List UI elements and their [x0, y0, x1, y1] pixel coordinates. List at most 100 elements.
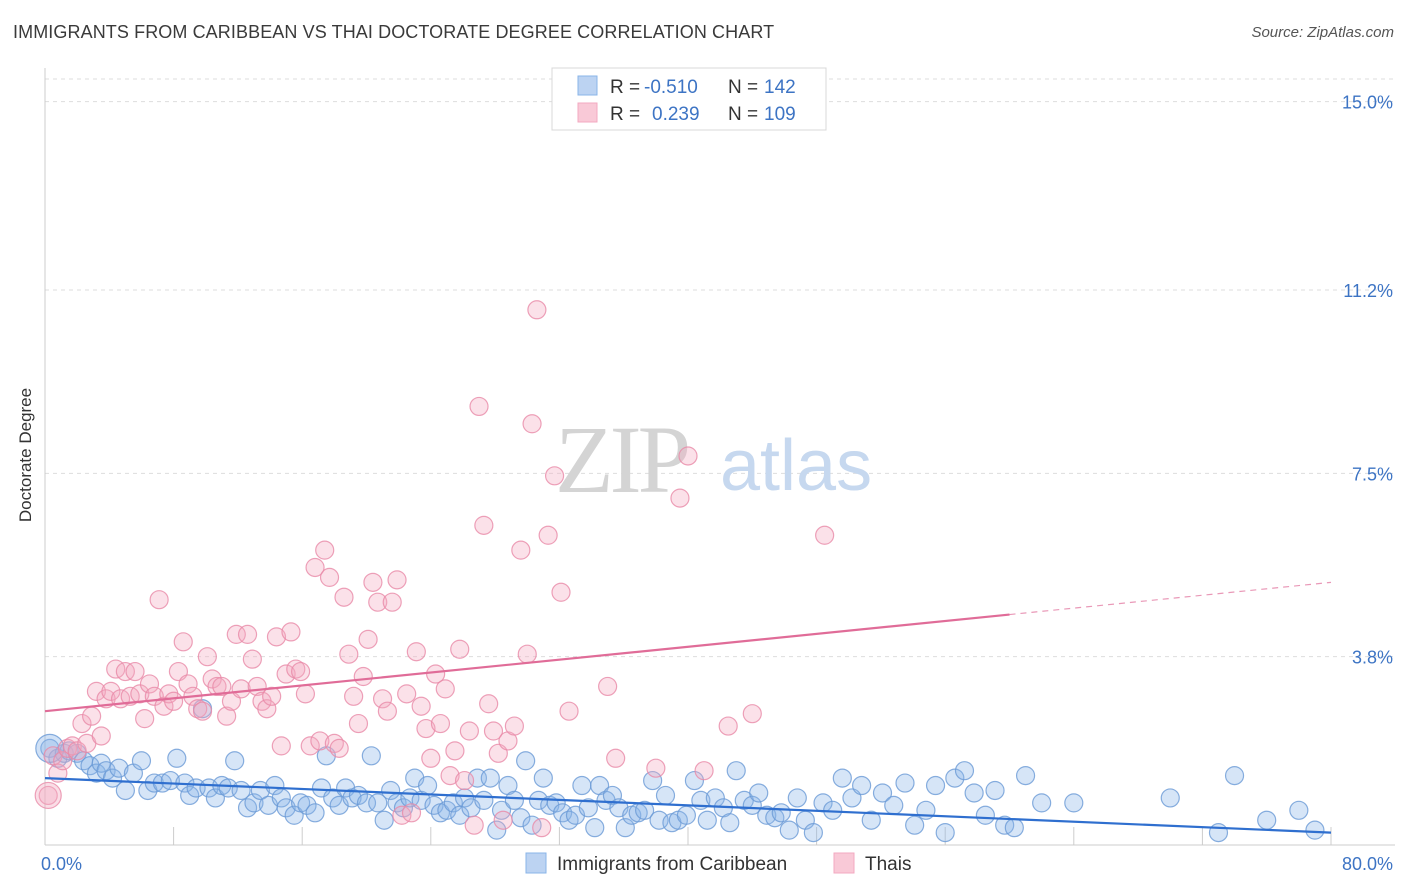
- point-blue-34: [265, 775, 285, 796]
- point-pink-53: [295, 684, 316, 704]
- point-pink-112: [718, 716, 738, 736]
- point-blue-30: [237, 798, 258, 818]
- point-pink-52: [290, 661, 311, 682]
- point-pink-70: [377, 701, 397, 721]
- point-blue-129: [935, 823, 955, 843]
- point-pink-66: [358, 629, 378, 649]
- point-blue-143: [1257, 810, 1277, 830]
- point-pink-37: [217, 706, 237, 726]
- point-blue-116: [803, 823, 823, 843]
- point-pink-13: [101, 681, 121, 701]
- bottom-legend-thais: Thais: [865, 854, 911, 875]
- point-pink-65: [353, 666, 373, 687]
- point-pink-46: [262, 686, 282, 706]
- point-blue-126: [905, 815, 925, 835]
- point-pink-110: [678, 446, 698, 466]
- point-pink-109: [670, 488, 690, 508]
- point-blue-132: [964, 783, 984, 803]
- point-pink-76: [406, 642, 426, 662]
- point-blue-144: [1289, 800, 1309, 820]
- point-pink-48: [271, 736, 291, 756]
- point-pink-6: [67, 741, 87, 761]
- point-pink-100: [527, 300, 547, 320]
- point-blue-81: [559, 810, 579, 830]
- point-blue-70: [491, 800, 512, 820]
- axes: [44, 68, 1395, 846]
- point-pink-75: [401, 803, 422, 823]
- point-blue-105: [720, 813, 740, 833]
- point-pink-40: [231, 679, 251, 699]
- point-pink-20: [135, 709, 155, 729]
- point-blue-119: [832, 768, 852, 788]
- point-pink-67: [363, 572, 383, 592]
- point-blue-106: [726, 761, 746, 781]
- point-pink-82: [435, 679, 455, 699]
- point-blue-124: [884, 795, 904, 815]
- point-pink-54: [300, 736, 320, 756]
- point-blue-79: [546, 793, 566, 813]
- point-pink-28: [173, 632, 193, 652]
- legend-r-label-1: R =: [610, 77, 640, 98]
- point-blue-50: [368, 793, 388, 813]
- point-pink-88: [464, 815, 484, 835]
- point-pink-45: [257, 699, 277, 719]
- point-pink-49: [276, 664, 296, 684]
- point-blue-88: [602, 785, 623, 806]
- y-tick-label-3: 3.8%: [1352, 648, 1393, 668]
- point-blue-51: [374, 810, 394, 830]
- point-blue-93: [634, 800, 655, 820]
- point-blue-90: [615, 818, 635, 838]
- point-pink-83: [440, 766, 460, 786]
- point-pink-61: [334, 587, 354, 607]
- point-pink-50: [281, 622, 301, 642]
- x-tick-label-1: 80.0%: [1342, 854, 1393, 874]
- point-blue-121: [852, 775, 872, 796]
- point-pink-111: [694, 761, 714, 781]
- point-blue-83: [572, 775, 592, 796]
- point-pink-89: [469, 396, 489, 417]
- point-pink-79: [421, 748, 441, 768]
- legend-n-value-1: 142: [764, 77, 796, 98]
- point-pink-33: [197, 647, 217, 667]
- point-pink-101: [532, 818, 552, 838]
- legend-n-label-2: N =: [728, 104, 758, 125]
- point-pink-55: [305, 557, 325, 578]
- trend-pink: [44, 613, 1010, 713]
- point-blue-112: [771, 803, 791, 823]
- legend-r-value-2: 0.239: [652, 104, 700, 125]
- point-pink-71: [382, 592, 402, 612]
- point-pink-91: [479, 694, 499, 714]
- point-blue-110: [757, 805, 777, 825]
- point-blue-141: [1208, 823, 1229, 843]
- point-pink-105: [559, 701, 579, 721]
- point-blue-100: [684, 770, 705, 791]
- bottom-legend-swatch-blue: [525, 852, 547, 874]
- point-blue-61: [437, 800, 457, 820]
- point-pink-large: [34, 781, 62, 810]
- point-pink-69: [372, 689, 393, 709]
- point-blue-136: [1004, 818, 1024, 838]
- point-blue-125: [895, 773, 915, 793]
- point-pink-97: [511, 540, 531, 560]
- point-pink-3: [53, 751, 73, 771]
- point-blue-109: [749, 783, 769, 803]
- point-pink-21: [139, 674, 160, 694]
- point-pink-18: [125, 661, 145, 682]
- point-pink-23: [149, 590, 169, 610]
- point-pink-36: [212, 676, 232, 697]
- point-blue-25: [205, 788, 225, 808]
- point-pink-9: [82, 706, 102, 726]
- point-pink-7: [72, 713, 92, 734]
- point-pink-96: [504, 716, 524, 736]
- legend: R = -0.510 N = 142 R = 0.239 N = 109: [551, 67, 827, 131]
- point-pink-114: [815, 525, 835, 545]
- point-blue-131: [954, 761, 975, 781]
- point-pink-99: [522, 414, 542, 434]
- point-pink-62: [339, 644, 359, 664]
- point-pink-81: [430, 713, 451, 734]
- point-blue-139: [1064, 793, 1084, 813]
- point-pink-39: [226, 624, 246, 644]
- point-pink-60: [329, 738, 349, 758]
- point-blue-130: [945, 768, 965, 788]
- point-pink-58: [319, 567, 340, 587]
